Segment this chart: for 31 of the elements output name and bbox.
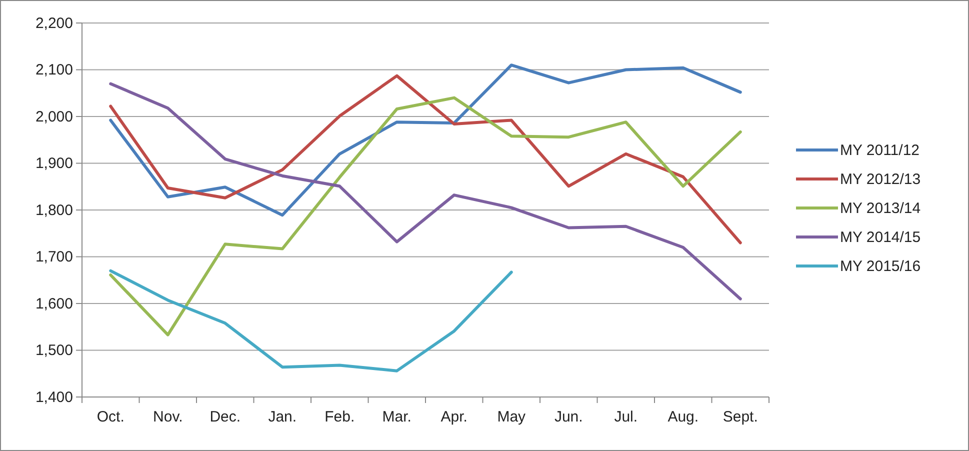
x-tick-label: May — [497, 408, 526, 426]
line-series — [109, 96, 742, 336]
y-tick-label: 1,400 — [35, 388, 73, 406]
y-tick-label: 1,800 — [35, 202, 73, 219]
y-tick-label: 1,700 — [35, 248, 73, 266]
legend-label: MY 2011/12 — [840, 142, 920, 159]
legend-label: MY 2012/13 — [840, 171, 921, 188]
x-tick-label: Jun. — [554, 408, 583, 426]
y-tick-label: 1,900 — [35, 155, 73, 172]
y-tick-label: 2,000 — [35, 108, 73, 126]
y-tick-label: 2,200 — [35, 14, 73, 32]
x-tick-label: Apr. — [440, 408, 468, 426]
legend-label: MY 2014/15 — [840, 229, 921, 246]
line-series — [109, 82, 742, 300]
x-tick-label: Nov. — [153, 408, 183, 426]
line-series — [109, 269, 513, 372]
legend-label: MY 2013/14 — [840, 200, 921, 217]
y-tick-label: 1,500 — [35, 342, 73, 360]
x-tick-label: Sept. — [722, 408, 758, 426]
legend-label: MY 2015/16 — [840, 258, 921, 275]
line-series — [109, 74, 742, 244]
line-series — [109, 64, 742, 217]
x-tick-label: Mar. — [382, 408, 412, 426]
x-tick-label: Oct. — [96, 408, 124, 426]
x-tick-label: Feb. — [324, 408, 355, 426]
x-tick-label: Dec. — [210, 408, 241, 426]
x-tick-label: Jan. — [268, 408, 297, 426]
y-tick-label: 2,100 — [35, 62, 73, 79]
y-tick-label: 1,600 — [35, 295, 73, 312]
x-tick-label: Aug. — [668, 408, 699, 426]
x-tick-label: Jul. — [614, 408, 638, 426]
